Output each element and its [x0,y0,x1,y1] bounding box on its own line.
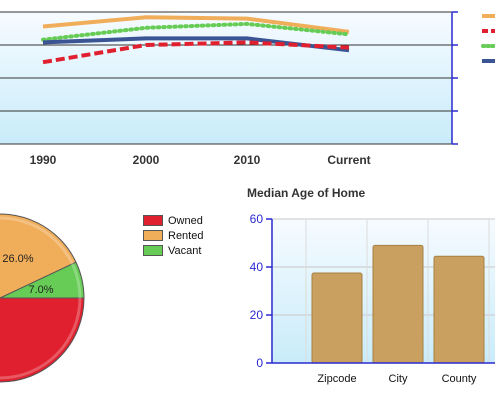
pie-legend-label: Rented [168,229,204,242]
line-x-tick-label: Current [327,153,370,167]
line-x-tick-label: 1990 [30,153,57,167]
bar-y-tick-label: 40 [250,260,264,274]
bar-x-tick-labels: Zipcode City County [317,373,476,385]
bar-y-tick-label: 20 [250,308,264,322]
bar-x-tick-label: County [442,373,477,385]
line-series-solid [42,36,350,53]
line-series-dotted [41,21,351,42]
pie-legend-item-vacant: Vacant [143,243,203,258]
pie-slice-vacant [0,261,85,299]
pie-slices-group [0,213,85,383]
bar-y-ticks: 0 20 40 60 [250,212,272,370]
pie-legend: Owned Rented Vacant [143,213,203,258]
bar-city [372,244,424,364]
bar-y-tick-label: 0 [256,356,263,370]
line-chart: 1990 2000 2010 Current [0,11,495,167]
line-legend [481,14,495,63]
owned-swatch [143,215,163,226]
pie-chart: 26.0% 7.0% [0,213,85,383]
bar-vertical-gridlines [305,219,490,363]
bar-chart: 0 20 40 60 Zipcode City County [250,212,495,385]
line-x-tick-label: 2010 [234,153,261,167]
pie-rim-highlight [0,216,82,380]
pie-slice-rented [0,213,77,299]
line-series-solid [42,15,350,34]
pie-legend-label: Vacant [168,244,202,257]
rented-swatch [143,230,163,241]
line-x-tick-label: 2000 [133,153,160,167]
bar-x-tick-label: City [389,373,408,385]
bar-x-tick-label: Zipcode [317,373,356,385]
bar-zipcode [311,272,363,364]
line-series-dashed [42,40,350,65]
line-series-group [41,15,351,65]
vacant-swatch [143,245,163,256]
bar-chart-title: Median Age of Home [247,186,366,200]
pie-slice-owned [0,297,85,383]
pie-legend-item-owned: Owned [143,213,203,228]
line-x-tick-labels: 1990 2000 2010 Current [30,153,371,167]
pie-legend-label: Owned [168,214,203,227]
pie-slice-label-rented: 26.0% [2,253,33,265]
bar-y-tick-label: 60 [250,212,264,226]
bar-county [433,255,485,364]
pie-slice-label-vacant: 7.0% [28,284,53,296]
pie-legend-item-rented: Rented [143,228,203,243]
